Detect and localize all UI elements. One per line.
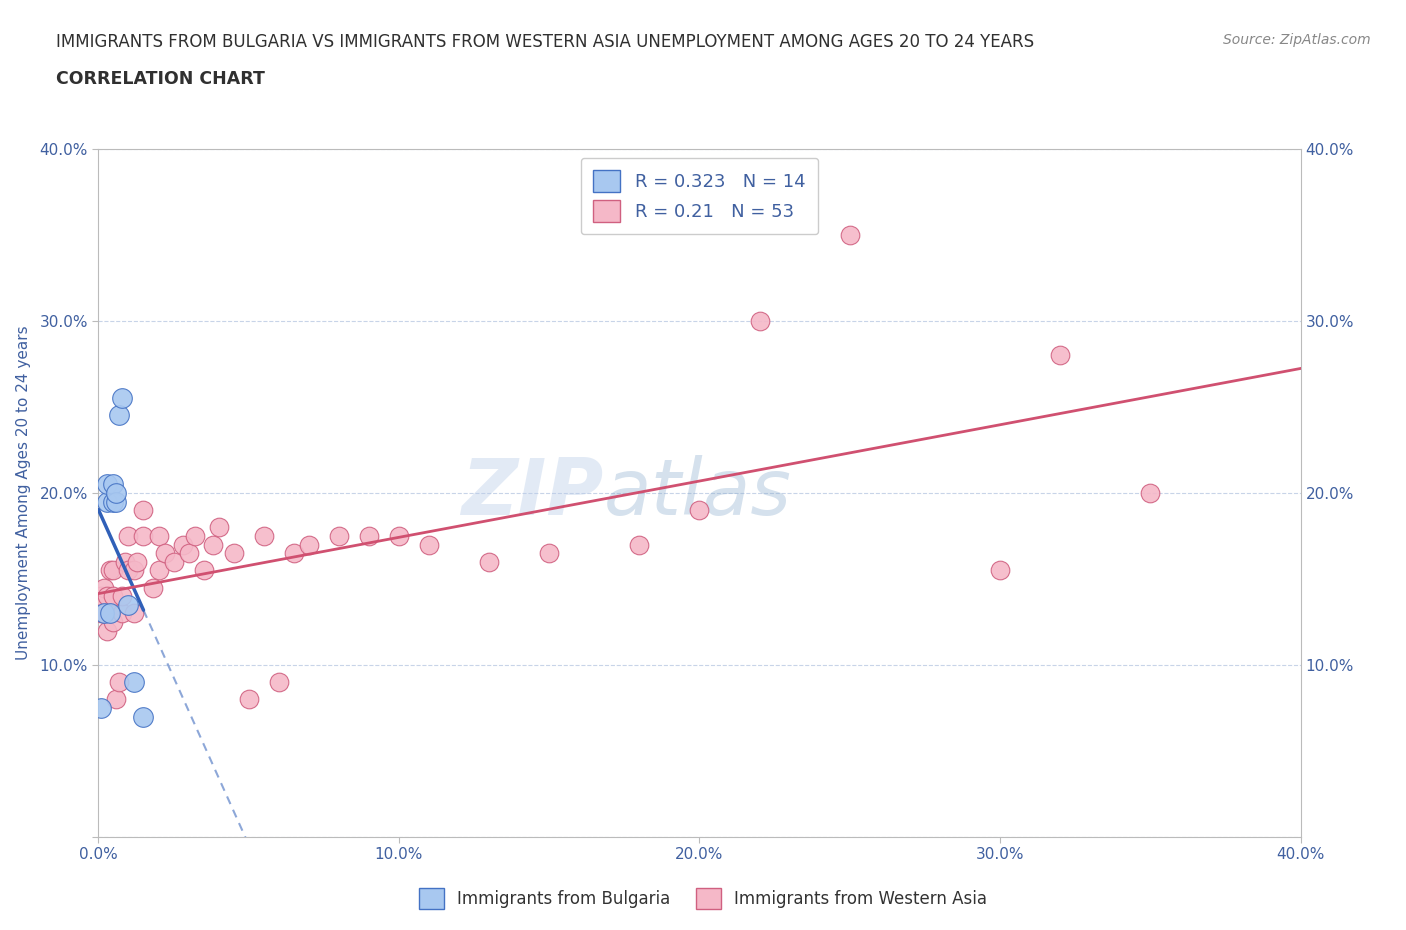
- Point: [100, 563, 122, 578]
- Point: [1139, 485, 1161, 500]
- Point: [117, 528, 139, 543]
- Point: [96, 623, 118, 638]
- Point: [111, 606, 134, 621]
- Point: [172, 538, 194, 552]
- Text: ZIP: ZIP: [461, 455, 603, 531]
- Point: [124, 675, 146, 690]
- Point: [689, 503, 711, 518]
- Point: [418, 538, 440, 552]
- Point: [117, 597, 139, 612]
- Point: [96, 494, 118, 509]
- Point: [267, 675, 290, 690]
- Text: atlas: atlas: [603, 455, 792, 531]
- Legend: Immigrants from Bulgaria, Immigrants from Western Asia: Immigrants from Bulgaria, Immigrants fro…: [411, 880, 995, 917]
- Point: [253, 528, 276, 543]
- Legend: R = 0.323   N = 14, R = 0.21   N = 53: R = 0.323 N = 14, R = 0.21 N = 53: [581, 158, 818, 234]
- Point: [148, 563, 170, 578]
- Point: [93, 606, 115, 621]
- Point: [388, 528, 411, 543]
- Point: [132, 710, 155, 724]
- Point: [988, 563, 1011, 578]
- Point: [222, 546, 245, 561]
- Point: [90, 589, 112, 604]
- Point: [105, 692, 128, 707]
- Point: [238, 692, 260, 707]
- Text: CORRELATION CHART: CORRELATION CHART: [56, 70, 266, 87]
- Point: [108, 408, 131, 423]
- Point: [153, 546, 176, 561]
- Point: [298, 538, 321, 552]
- Point: [103, 477, 125, 492]
- Point: [177, 546, 200, 561]
- Point: [127, 554, 149, 569]
- Point: [124, 606, 146, 621]
- Point: [105, 494, 128, 509]
- Point: [193, 563, 215, 578]
- Point: [90, 700, 112, 715]
- Text: IMMIGRANTS FROM BULGARIA VS IMMIGRANTS FROM WESTERN ASIA UNEMPLOYMENT AMONG AGES: IMMIGRANTS FROM BULGARIA VS IMMIGRANTS F…: [56, 33, 1035, 50]
- Point: [103, 615, 125, 630]
- Point: [111, 391, 134, 405]
- Point: [103, 563, 125, 578]
- Point: [628, 538, 651, 552]
- Point: [90, 606, 112, 621]
- Point: [132, 528, 155, 543]
- Point: [132, 503, 155, 518]
- Point: [105, 485, 128, 500]
- Point: [93, 580, 115, 595]
- Point: [96, 477, 118, 492]
- Point: [162, 554, 184, 569]
- Point: [748, 313, 770, 328]
- Text: Source: ZipAtlas.com: Source: ZipAtlas.com: [1223, 33, 1371, 46]
- Point: [283, 546, 305, 561]
- Point: [100, 606, 122, 621]
- Point: [1049, 348, 1071, 363]
- Point: [96, 589, 118, 604]
- Point: [141, 580, 163, 595]
- Point: [328, 528, 350, 543]
- Point: [124, 563, 146, 578]
- Point: [208, 520, 231, 535]
- Point: [114, 554, 136, 569]
- Point: [357, 528, 380, 543]
- Point: [103, 494, 125, 509]
- Y-axis label: Unemployment Among Ages 20 to 24 years: Unemployment Among Ages 20 to 24 years: [17, 326, 31, 660]
- Point: [838, 228, 860, 243]
- Point: [478, 554, 501, 569]
- Point: [117, 563, 139, 578]
- Point: [538, 546, 561, 561]
- Point: [100, 606, 122, 621]
- Point: [108, 675, 131, 690]
- Point: [148, 528, 170, 543]
- Point: [93, 606, 115, 621]
- Point: [103, 589, 125, 604]
- Point: [201, 538, 224, 552]
- Point: [183, 528, 205, 543]
- Point: [111, 589, 134, 604]
